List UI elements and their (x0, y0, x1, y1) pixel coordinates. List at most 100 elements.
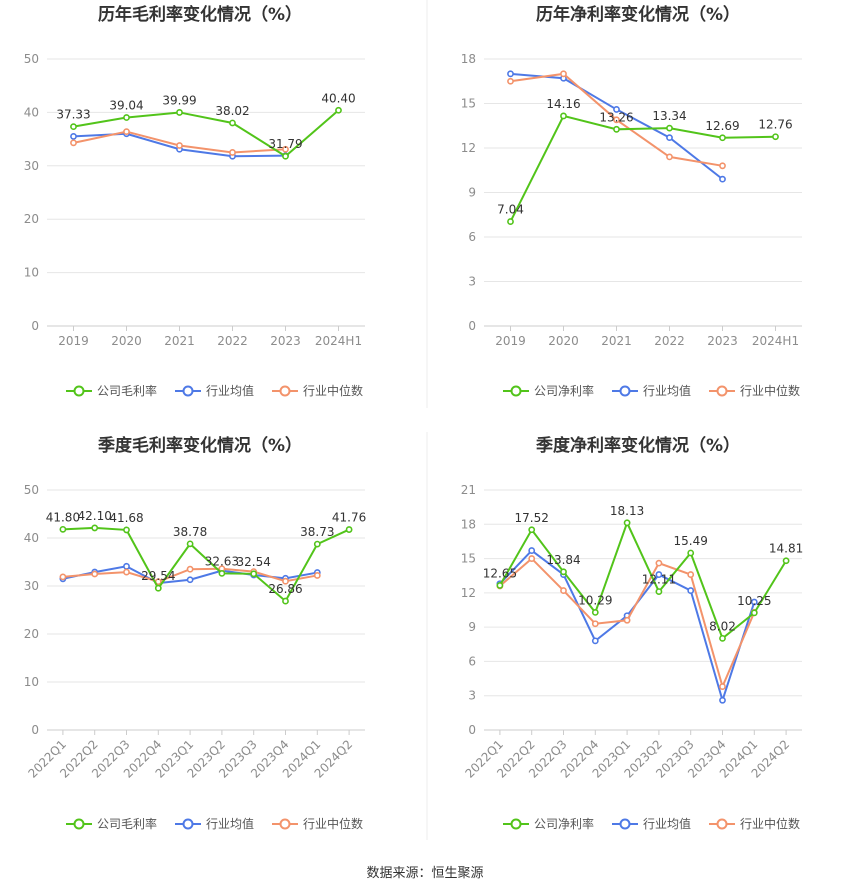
data-point (666, 153, 673, 161)
legend-item: 行业均值 (175, 816, 254, 831)
data-point (507, 218, 514, 225)
x-tick-label: 2019 (495, 334, 526, 348)
legend-swatch-marker (279, 385, 291, 397)
data-point (719, 696, 726, 704)
data-point (70, 123, 77, 131)
data-point (186, 540, 194, 548)
data-label: 15.49 (674, 534, 708, 548)
legend-label: 公司净利率 (534, 816, 594, 831)
data-label: 31.79 (268, 137, 302, 151)
data-point (666, 134, 673, 142)
data-point (123, 568, 130, 576)
data-point (70, 133, 77, 140)
y-tick-label: 10 (24, 266, 39, 280)
data-label: 41.80 (46, 510, 80, 524)
legend-swatch-marker (619, 818, 631, 830)
series-line (62, 526, 350, 603)
x-tick-label: 2022 (654, 334, 685, 348)
data-point (496, 582, 504, 589)
data-point (345, 526, 353, 533)
data-point (687, 549, 695, 557)
chart-panel-1: 历年毛利率变化情况（%） 0 10 20 30 40 50 2019 2020 2021 2022 2… (24, 4, 365, 398)
data-point (719, 162, 726, 170)
data-point (59, 525, 67, 533)
data-label: 13.34 (652, 109, 686, 123)
series-0 (496, 519, 790, 642)
legend-label: 公司净利率 (534, 383, 594, 398)
x-tick-label: 2023 (707, 334, 738, 348)
data-point (719, 634, 726, 642)
data-point (229, 149, 236, 156)
y-tick-label: 0 (31, 319, 39, 333)
series-0 (507, 112, 779, 225)
data-label: 10.25 (737, 594, 771, 608)
data-label: 32.54 (237, 555, 271, 569)
series-line (73, 109, 340, 158)
y-tick-label: 30 (24, 159, 39, 173)
x-tick-label: 2021 (601, 334, 632, 348)
legend-swatch-marker (510, 385, 522, 397)
y-tick-label: 20 (24, 627, 39, 641)
data-label: 12.11 (642, 573, 676, 587)
legend: 公司毛利率 行业均值 行业中位数 (66, 816, 363, 831)
y-tick-label: 6 (468, 654, 476, 668)
series-2 (507, 70, 726, 170)
data-point (772, 133, 779, 141)
y-tick-label: 40 (24, 105, 39, 119)
data-label: 8.02 (709, 619, 736, 633)
data-label: 38.78 (173, 525, 207, 539)
legend-item: 公司毛利率 (66, 383, 157, 398)
data-point (591, 609, 599, 616)
data-label: 26.86 (268, 582, 302, 596)
legend-item: 行业均值 (175, 383, 254, 398)
data-point (528, 547, 536, 554)
y-tick-label: 10 (24, 675, 39, 689)
y-tick-label: 3 (468, 275, 476, 289)
legend-label: 行业中位数 (740, 383, 800, 398)
legend-swatch-marker (716, 385, 728, 397)
data-point (750, 609, 758, 617)
data-label: 12.65 (483, 566, 517, 580)
data-point (613, 125, 620, 133)
chart-title: 季度毛利率变化情况（%） (98, 435, 302, 456)
data-point (655, 571, 663, 578)
data-point (218, 569, 226, 577)
data-label: 29.54 (141, 569, 175, 583)
data-label: 7.04 (497, 203, 524, 217)
x-tick-label: 2024H1 (315, 334, 362, 348)
legend-label: 行业均值 (206, 816, 254, 831)
y-tick-label: 12 (461, 141, 476, 155)
legend-swatch-marker (619, 385, 631, 397)
legend-item: 行业均值 (612, 816, 691, 831)
chart-title: 季度净利率变化情况（%） (536, 435, 740, 456)
data-label: 32.63 (205, 554, 239, 568)
data-point (623, 616, 631, 624)
data-point (719, 134, 726, 142)
data-label: 41.68 (109, 511, 143, 525)
data-point (528, 555, 536, 562)
data-source-note: 数据来源：恒生聚源 (366, 866, 484, 881)
data-label: 10.29 (578, 593, 612, 607)
x-tick-label: 2020 (548, 334, 579, 348)
legend-swatch-marker (716, 818, 728, 830)
series-line (499, 520, 787, 640)
legend-item: 行业中位数 (709, 816, 800, 831)
data-point (313, 572, 321, 579)
x-tick-label: 2024H1 (752, 334, 799, 348)
data-point (719, 683, 726, 690)
y-tick-label: 21 (461, 483, 476, 497)
data-label: 13.26 (599, 110, 633, 124)
data-point (507, 70, 514, 78)
data-label: 12.69 (705, 119, 739, 133)
data-point (750, 598, 758, 606)
data-point (123, 128, 130, 136)
data-point (282, 152, 289, 160)
data-point (687, 587, 695, 594)
series-0 (70, 106, 342, 160)
data-point (655, 588, 663, 595)
data-point (186, 576, 194, 584)
data-point (507, 77, 514, 85)
data-point (59, 573, 67, 581)
data-point (176, 109, 183, 116)
